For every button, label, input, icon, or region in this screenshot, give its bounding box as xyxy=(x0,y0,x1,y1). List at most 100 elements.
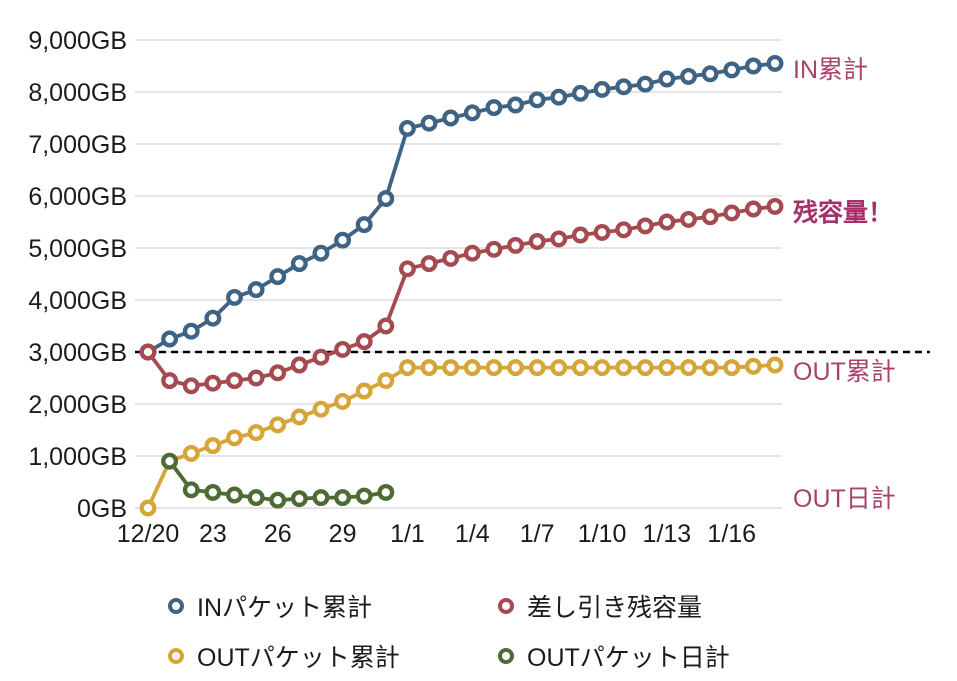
data-point-series-0 xyxy=(485,99,503,117)
data-point-series-1 xyxy=(442,249,460,267)
x-tick-label: 23 xyxy=(199,520,227,548)
data-point-series-2 xyxy=(507,359,525,377)
data-point-series-1 xyxy=(485,240,503,258)
data-point-series-2 xyxy=(658,359,676,377)
data-point-series-0 xyxy=(420,114,438,132)
data-point-series-0 xyxy=(442,109,460,127)
data-point-series-2 xyxy=(226,429,243,447)
data-point-series-1 xyxy=(507,236,525,254)
legend-item-remaining-capacity: 差し引き残容量 xyxy=(498,588,730,624)
data-point-series-2 xyxy=(398,359,416,377)
x-tick-label: 26 xyxy=(264,520,292,548)
data-point-series-2 xyxy=(550,359,568,377)
data-point-series-3 xyxy=(355,487,373,505)
data-point-series-1 xyxy=(398,260,416,278)
x-tick-label: 1/13 xyxy=(643,520,692,548)
data-point-series-0 xyxy=(226,288,243,306)
data-point-series-0 xyxy=(571,84,589,102)
data-point-series-1 xyxy=(334,340,352,358)
data-point-series-3 xyxy=(334,489,352,507)
y-tick-label: 1,000GB xyxy=(28,443,127,471)
data-point-series-1 xyxy=(226,372,243,390)
data-point-series-1 xyxy=(161,372,179,390)
y-tick-label: 7,000GB xyxy=(28,131,127,159)
data-point-series-0 xyxy=(269,268,287,286)
data-point-series-2 xyxy=(485,359,503,377)
data-point-series-1 xyxy=(744,200,762,218)
legend-label-in: INパケット累計 xyxy=(197,594,373,622)
y-tick-label: 9,000GB xyxy=(28,27,127,55)
series-label-out-cumulative: OUT累計 xyxy=(793,358,896,386)
data-point-series-0 xyxy=(723,61,741,79)
data-point-series-2 xyxy=(528,359,546,377)
data-point-series-0 xyxy=(290,255,308,273)
data-point-series-1 xyxy=(420,255,438,273)
data-point-series-3 xyxy=(182,481,200,499)
y-tick-label: 2,000GB xyxy=(28,391,127,419)
data-point-series-0 xyxy=(398,119,416,137)
data-point-series-0 xyxy=(615,78,633,96)
data-point-series-0 xyxy=(312,244,330,262)
y-tick-label: 5,000GB xyxy=(28,235,127,263)
legend-item-out-cumulative: OUTパケット累計 xyxy=(168,638,498,674)
data-point-series-2 xyxy=(701,359,719,377)
data-point-series-1 xyxy=(571,226,589,244)
data-point-series-1 xyxy=(463,244,481,262)
data-point-series-2 xyxy=(182,444,200,462)
data-point-series-2 xyxy=(766,356,784,374)
x-tick-label: 1/7 xyxy=(520,520,555,548)
data-point-series-0 xyxy=(550,88,568,106)
data-point-series-1 xyxy=(636,217,654,235)
data-point-series-1 xyxy=(550,230,568,248)
data-point-series-2 xyxy=(377,372,395,390)
legend-ring-icon-in xyxy=(168,598,184,614)
legend-label-remaining: 差し引き残容量 xyxy=(527,594,703,622)
data-point-series-2 xyxy=(269,416,287,434)
data-point-series-3 xyxy=(226,486,243,504)
series-label-remaining-capacity: 残容量！ xyxy=(793,199,894,228)
legend-label-out-daily: OUTパケット日計 xyxy=(527,644,730,672)
data-point-series-3 xyxy=(204,483,222,501)
data-point-series-2 xyxy=(290,408,308,426)
x-tick-label: 12/20 xyxy=(117,520,180,548)
data-point-series-0 xyxy=(744,57,762,75)
data-point-series-1 xyxy=(247,369,265,387)
series-line-0 xyxy=(147,61,776,354)
data-point-series-1 xyxy=(204,374,222,392)
data-point-series-0 xyxy=(680,67,697,85)
data-point-series-2 xyxy=(723,359,741,377)
data-point-series-3 xyxy=(377,483,395,501)
data-point-series-1 xyxy=(528,233,546,250)
data-point-series-2 xyxy=(636,359,654,377)
y-tick-label: 6,000GB xyxy=(28,183,127,211)
data-point-series-0 xyxy=(247,281,265,299)
data-point-series-1 xyxy=(680,210,697,228)
legend-label-out: OUTパケット累計 xyxy=(197,644,400,672)
data-point-series-2 xyxy=(463,359,481,377)
x-tick-label: 29 xyxy=(329,520,357,548)
data-point-series-0 xyxy=(182,322,200,340)
data-point-series-2 xyxy=(615,359,633,377)
data-point-series-0 xyxy=(334,231,352,249)
data-point-series-0 xyxy=(377,190,395,208)
data-point-series-1 xyxy=(377,317,395,335)
data-point-series-2 xyxy=(442,359,460,377)
data-point-series-2 xyxy=(571,359,589,377)
data-point-series-2 xyxy=(247,424,265,442)
series-label-in-cumulative: IN累計 xyxy=(793,56,869,85)
data-point-series-0 xyxy=(463,104,481,122)
data-point-series-0 xyxy=(593,80,611,98)
y-tick-label: 4,000GB xyxy=(28,287,127,315)
data-point-series-2 xyxy=(204,437,222,455)
data-point-series-0 xyxy=(658,70,676,88)
data-point-series-3 xyxy=(247,489,265,507)
x-tick-label: 1/4 xyxy=(455,520,490,548)
data-point-series-1 xyxy=(658,213,676,231)
data-point-series-2 xyxy=(355,382,373,400)
data-point-series-1 xyxy=(593,223,611,241)
x-tick-label: 1/10 xyxy=(578,520,627,548)
series-label-out-daily: OUT日計 xyxy=(793,485,896,514)
data-point-series-0 xyxy=(507,96,525,114)
data-point-series-0 xyxy=(355,216,373,234)
